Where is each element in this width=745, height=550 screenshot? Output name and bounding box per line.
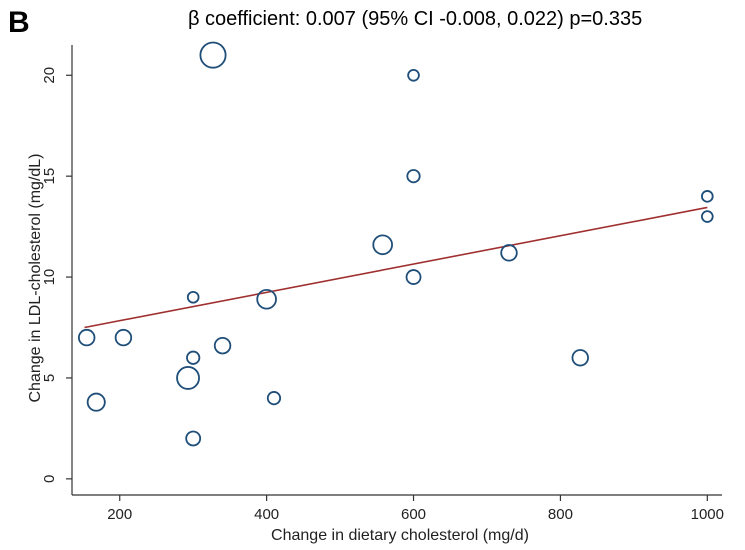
data-point (213, 336, 232, 355)
data-point (114, 328, 133, 347)
x-tick-label: 800 (548, 506, 573, 523)
data-point (405, 269, 422, 285)
y-tick-label: 20 (41, 67, 58, 84)
data-point (77, 328, 96, 347)
panel-label: B (8, 6, 30, 39)
y-tick-label: 15 (41, 168, 58, 185)
data-point (372, 234, 393, 256)
x-tick-label: 400 (254, 506, 279, 523)
x-axis-title: Change in dietary cholesterol (mg/d) (271, 527, 529, 544)
data-point (186, 350, 201, 365)
data-point (500, 244, 518, 262)
y-tick-label: 0 (41, 475, 58, 483)
data-points (77, 41, 714, 447)
data-point (185, 430, 202, 447)
y-axis-title: Change in LDL-cholesterol (mg/dL) (27, 153, 44, 402)
x-tick-label: 600 (401, 506, 426, 523)
data-point (176, 366, 200, 390)
axes: 0 5 10 15 20 200 400 600 800 1000 (41, 45, 724, 523)
y-tick-label: 5 (41, 374, 58, 382)
x-tick-label: 1000 (691, 506, 724, 523)
regression-line (84, 206, 708, 329)
data-point (571, 349, 589, 367)
data-point (186, 290, 200, 304)
data-point (701, 210, 714, 223)
data-point (407, 68, 420, 82)
x-tick-label: 200 (107, 506, 132, 523)
fit-line-layer (84, 206, 708, 329)
data-point (256, 288, 277, 310)
data-point (406, 169, 421, 184)
y-tick-label: 10 (41, 269, 58, 286)
data-point (701, 190, 714, 203)
data-point (86, 392, 106, 412)
data-point (266, 391, 282, 406)
chart-title: β coefficient: 0.007 (95% CI -0.008, 0.0… (188, 8, 643, 30)
data-point (199, 41, 227, 69)
